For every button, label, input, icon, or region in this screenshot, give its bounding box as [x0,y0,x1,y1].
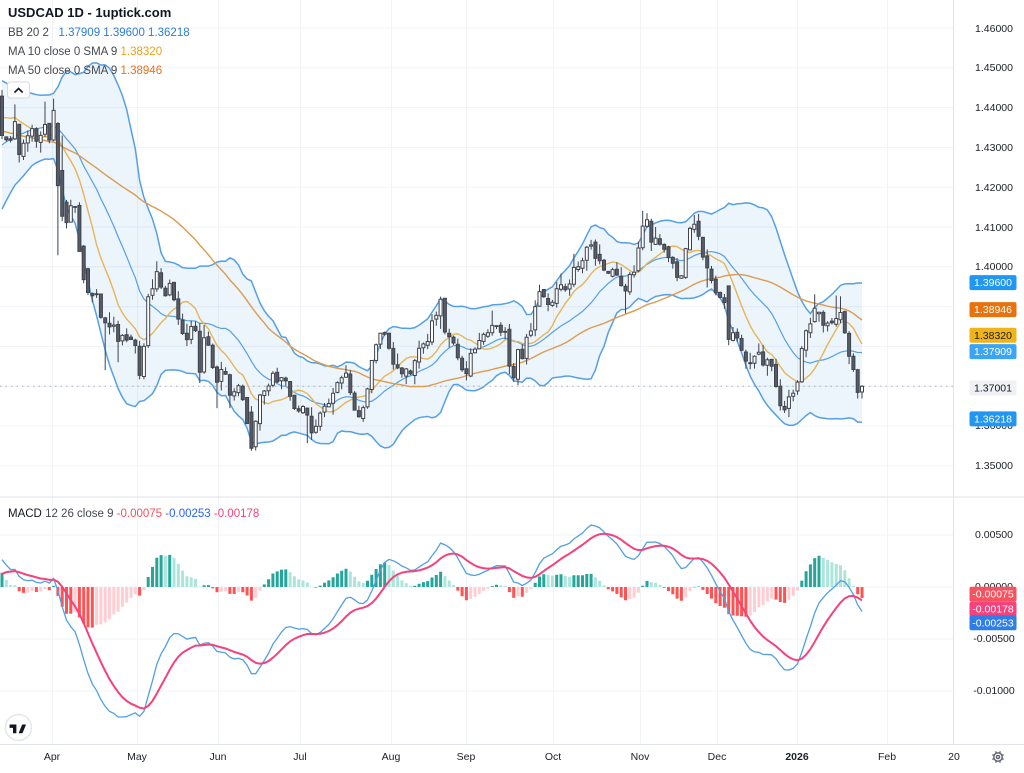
svg-text:1.44000: 1.44000 [975,102,1013,114]
svg-text:1.40000: 1.40000 [975,261,1013,273]
svg-text:2026: 2026 [785,751,809,763]
svg-text:May: May [127,751,148,763]
svg-text:Jun: Jun [210,751,227,763]
svg-text:MACD 12 26 close 9 -0.00075 -: MACD 12 26 close 9 -0.00075 -0.00253 -0.… [8,508,259,520]
svg-text:1.41000: 1.41000 [975,222,1013,234]
svg-text:Sep: Sep [457,751,476,763]
svg-text:-0.00500: -0.00500 [973,633,1015,645]
svg-text:Nov: Nov [631,751,650,763]
svg-text:-0.01000: -0.01000 [973,685,1015,697]
svg-text:Feb: Feb [878,751,896,763]
svg-text:1.36218: 1.36218 [974,413,1012,425]
svg-text:1.46000: 1.46000 [975,23,1013,35]
svg-text:1.38946: 1.38946 [974,304,1012,316]
svg-text:-0.00075: -0.00075 [972,589,1014,601]
svg-text:1.42000: 1.42000 [975,182,1013,194]
svg-text:1.38320: 1.38320 [974,330,1012,342]
svg-text:0.00500: 0.00500 [975,529,1013,541]
svg-text:1.37909: 1.37909 [974,346,1012,358]
svg-text:Oct: Oct [545,751,561,763]
svg-text:1.43000: 1.43000 [975,142,1013,154]
svg-text:20: 20 [948,751,960,763]
svg-text:BB 20 2 1.37909 1.39600 1.36: BB 20 2 1.37909 1.39600 1.36218 [8,27,190,39]
svg-text:-0.00178: -0.00178 [972,604,1014,616]
svg-text:Apr: Apr [44,751,61,763]
svg-text:1.45000: 1.45000 [975,62,1013,74]
svg-text:Dec: Dec [708,751,727,763]
svg-text:USDCAD 1D - 1uptick.com: USDCAD 1D - 1uptick.com [8,5,171,20]
svg-text:1.37001: 1.37001 [974,383,1012,395]
svg-text:Jul: Jul [293,751,306,763]
svg-text:1.35000: 1.35000 [975,460,1013,472]
svg-text:1.39600: 1.39600 [974,277,1012,289]
svg-text:Aug: Aug [382,751,401,763]
svg-text:MA 50 close 0 SMA 9 1.38946: MA 50 close 0 SMA 9 1.38946 [8,65,162,77]
svg-text:MA 10 close 0 SMA 9 1.38320: MA 10 close 0 SMA 9 1.38320 [8,46,162,58]
svg-text:-0.00253: -0.00253 [972,617,1014,629]
